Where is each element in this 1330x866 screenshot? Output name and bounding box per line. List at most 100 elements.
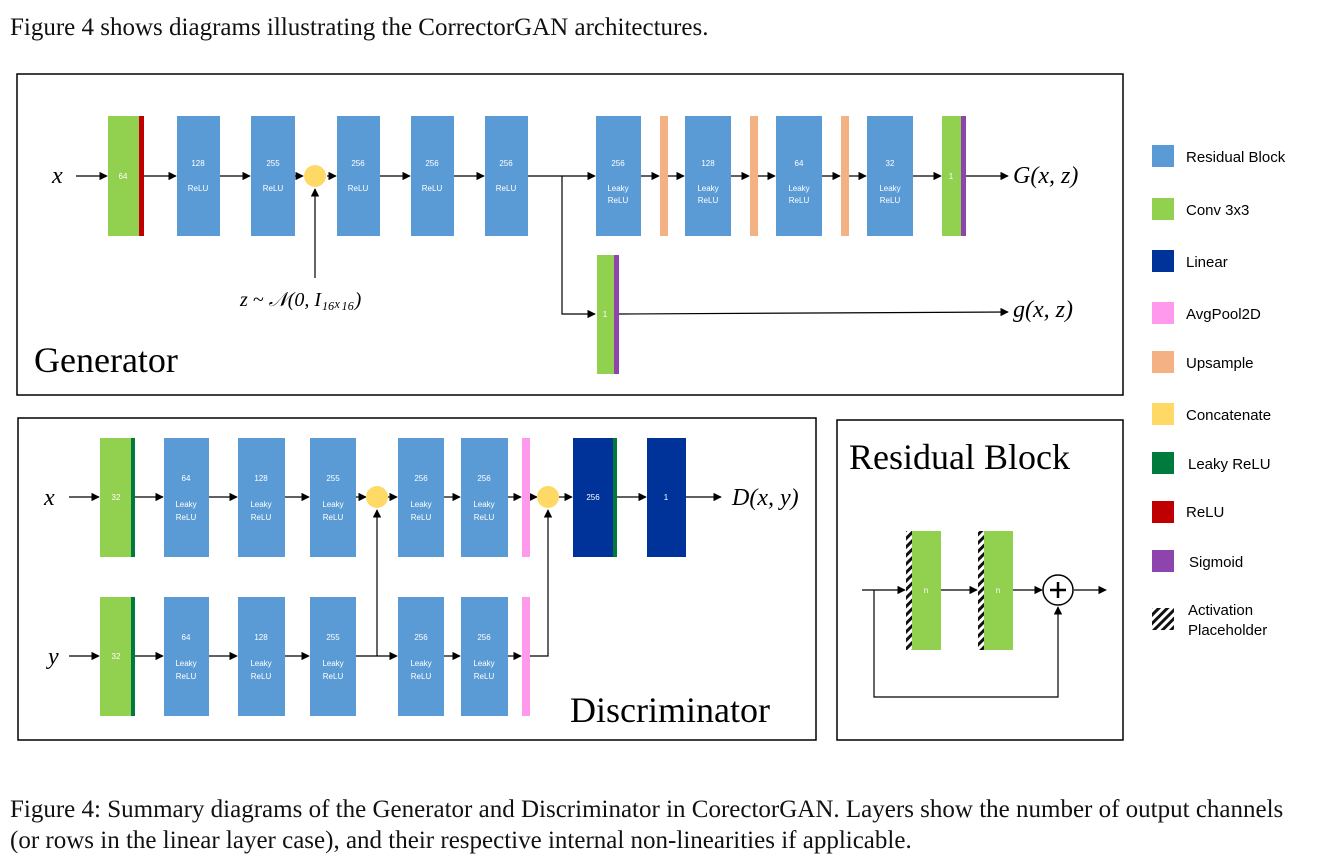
relu-label: ReLU [251,513,272,522]
relu-label: ReLU [251,672,272,681]
gen-res-64-leaky-num: 64 [795,159,804,168]
legend-swatch-leaky-relu [1152,452,1174,474]
relu-label: ReLU [411,513,432,522]
disc-bot-res-128: 128 Leaky ReLU [238,597,285,716]
disc-bot-res-128-num: 128 [254,633,268,642]
disc-bot-avgpool [522,597,530,716]
disc-top-res-64-num: 64 [182,474,191,483]
gen-res-64-leaky-act1: Leaky [788,184,809,193]
legend-label-upsample: Upsample [1186,355,1254,372]
res-add-icon [1042,574,1074,606]
figure-caption: Figure 4: Summary diagrams of the Genera… [10,796,1284,854]
gen-res-32-leaky-num: 32 [886,159,895,168]
gen-res-256-b-act: ReLU [422,184,443,193]
legend-label-avgpool: AvgPool2D [1186,306,1261,323]
residual-block-panel [836,419,1124,741]
disc-top-res-64: 64 Leaky ReLU [164,438,209,557]
legend-label-concat: Concatenate [1186,407,1271,424]
disc-bot-res-255-num: 255 [326,633,340,642]
res-conv-2: n [978,531,1013,650]
legend-swatch-concat [1152,403,1174,425]
residual-block-title: Residual Block [849,437,1070,477]
gen-conv-out-main-label: 1 [949,172,954,181]
disc-top-res-256-b: 256 Leaky ReLU [461,438,508,557]
gen-res-256-b: 256 ReLU [411,116,454,236]
gen-res-256-c-num: 256 [499,159,513,168]
gen-res-256-a-act: ReLU [348,184,369,193]
relu-label: ReLU [176,672,197,681]
leaky-label: Leaky [473,659,494,668]
gen-conv-out-aux: 1 [597,255,619,374]
relu-label: ReLU [176,513,197,522]
disc-bot-res-255: 255 Leaky ReLU [310,597,356,716]
res-conv-1: n [906,531,941,650]
leaky-label: Leaky [250,659,271,668]
disc-top-res-128-num: 128 [254,474,268,483]
leaky-label: Leaky [175,500,196,509]
gen-concatenate [304,165,326,187]
disc-top-res-256-b-num: 256 [477,474,491,483]
res-conv-2-label: n [996,586,1000,595]
gen-res-256-c-act: ReLU [496,184,517,193]
legend-swatch-residual [1152,145,1174,167]
intro-text: Figure 4 shows diagrams illustrating the… [10,14,709,41]
generator-output-aux: g(x, z) [1013,297,1073,323]
legend-swatch-conv [1152,198,1174,220]
legend-swatch-activation-placeholder [1152,608,1174,630]
leaky-label: Leaky [175,659,196,668]
disc-top-res-256-a-num: 256 [414,474,428,483]
gen-res-128-act: ReLU [188,184,209,193]
disc-top-res-128: 128 Leaky ReLU [238,438,285,557]
disc-bot-res-64-num: 64 [182,633,191,642]
gen-res-256-leaky: 256 Leaky ReLU [596,116,641,236]
discriminator-panel [17,417,817,741]
legend-swatch-relu [1152,501,1174,523]
gen-res-128: 128 ReLU [177,116,220,236]
legend-label-relu: ReLU [1186,504,1224,521]
gen-res-64-leaky: 64 Leaky ReLU [776,116,822,236]
gen-res-256-leaky-act2: ReLU [608,196,629,205]
generator-title: Generator [34,340,178,380]
relu-label: ReLU [474,513,495,522]
disc-bot-conv-32-label: 32 [112,652,121,661]
generator-noise-label: z ~ 𝒩(0, I₁₆ₓ₁₆) [239,289,362,311]
legend-label-residual: Residual Block [1186,149,1286,166]
legend-label-activation-placeholder: Activation Placeholder [1188,602,1267,639]
disc-linear-1: 1 [647,438,686,557]
legend-label-linear: Linear [1186,254,1228,271]
gen-res-128-leaky: 128 Leaky ReLU [685,116,731,236]
legend-swatch-sigmoid [1152,550,1174,572]
legend-label-conv: Conv 3x3 [1186,202,1249,219]
disc-linear-1-label: 1 [664,493,669,502]
gen-conv-64-label: 64 [119,172,128,181]
gen-res-128-leaky-act2: ReLU [698,196,719,205]
leaky-label: Leaky [410,500,431,509]
disc-linear-256: 256 [573,438,617,557]
gen-conv-64: 64 [108,116,144,236]
disc-top-avgpool [522,438,530,557]
gen-res-255-act: ReLU [263,184,284,193]
relu-label: ReLU [411,672,432,681]
legend-label-sigmoid: Sigmoid [1189,554,1243,571]
leaky-label: Leaky [473,500,494,509]
disc-bot-res-256-a: 256 Leaky ReLU [398,597,444,716]
gen-res-255: 255 ReLU [251,116,295,236]
legend-swatch-upsample [1152,351,1174,373]
disc-bot-res-256-b-num: 256 [477,633,491,642]
disc-bot-conv-32: 32 [100,597,135,716]
res-conv-1-label: n [924,586,928,595]
gen-conv-out-main: 1 [942,116,966,236]
gen-res-256-b-num: 256 [425,159,439,168]
gen-res-256-leaky-num: 256 [611,159,625,168]
gen-res-32-leaky-act2: ReLU [880,196,901,205]
generator-input-x: x [51,163,63,189]
disc-output: D(x, y) [731,485,799,511]
disc-concatenate-1 [366,486,388,508]
gen-res-64-leaky-act2: ReLU [789,196,810,205]
disc-top-res-255: 255 Leaky ReLU [310,438,356,557]
disc-input-y: y [46,644,59,670]
legend: Residual Block Conv 3x3 Linear AvgPool2D… [1152,145,1286,639]
disc-bot-res-64: 64 Leaky ReLU [164,597,209,716]
generator-panel [16,73,1124,396]
gen-res-255-num: 255 [266,159,280,168]
